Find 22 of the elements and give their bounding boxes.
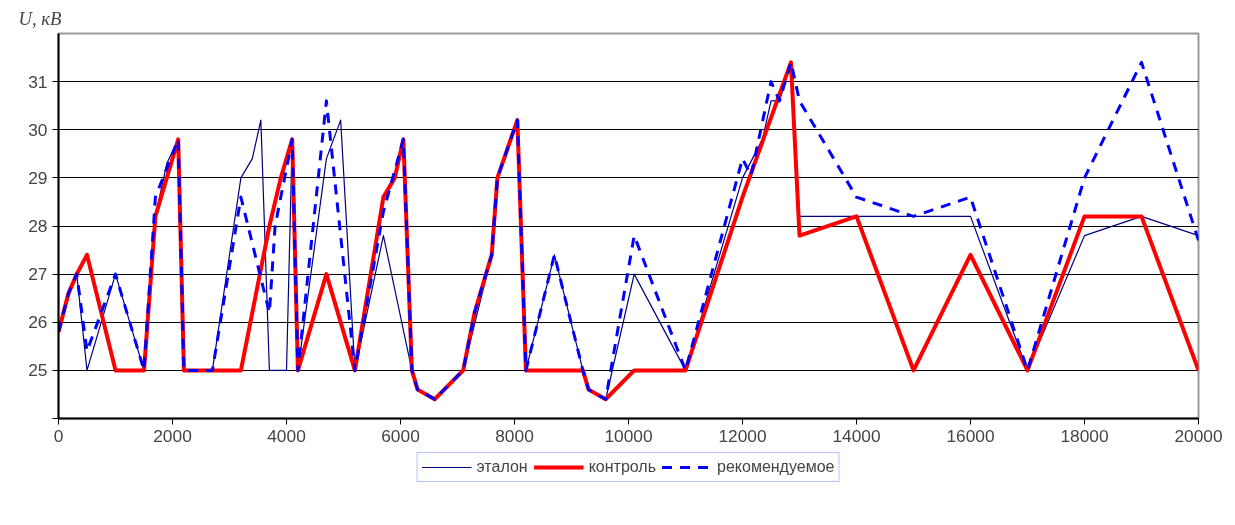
x-tick-label: 8000 bbox=[495, 425, 534, 446]
legend-label: эталон bbox=[476, 457, 528, 476]
x-tick-label: 18000 bbox=[1060, 425, 1109, 446]
x-tick-label: 16000 bbox=[946, 425, 995, 446]
legend-label: контроль bbox=[588, 457, 656, 476]
x-tick-label: 10000 bbox=[604, 425, 653, 446]
x-tick-label: 4000 bbox=[267, 425, 306, 446]
x-tick-label: 14000 bbox=[832, 425, 881, 446]
y-axis-title: U, кВ bbox=[18, 7, 62, 29]
x-tick-label: 20000 bbox=[1174, 425, 1223, 446]
legend-label: рекомендуемое bbox=[717, 457, 835, 476]
y-tick-label: 31 bbox=[28, 71, 48, 92]
x-tick-label: 12000 bbox=[718, 425, 767, 446]
y-tick-label: 26 bbox=[28, 312, 48, 333]
x-tick-label: 0 bbox=[53, 425, 64, 446]
y-tick-label: 30 bbox=[28, 119, 48, 140]
y-tick-label: 25 bbox=[28, 360, 48, 381]
x-tick-label: 2000 bbox=[153, 425, 192, 446]
y-tick-label: 27 bbox=[28, 264, 48, 285]
x-tick-label: 6000 bbox=[381, 425, 420, 446]
y-tick-label: 29 bbox=[28, 167, 48, 188]
y-tick-label: 28 bbox=[28, 216, 48, 236]
